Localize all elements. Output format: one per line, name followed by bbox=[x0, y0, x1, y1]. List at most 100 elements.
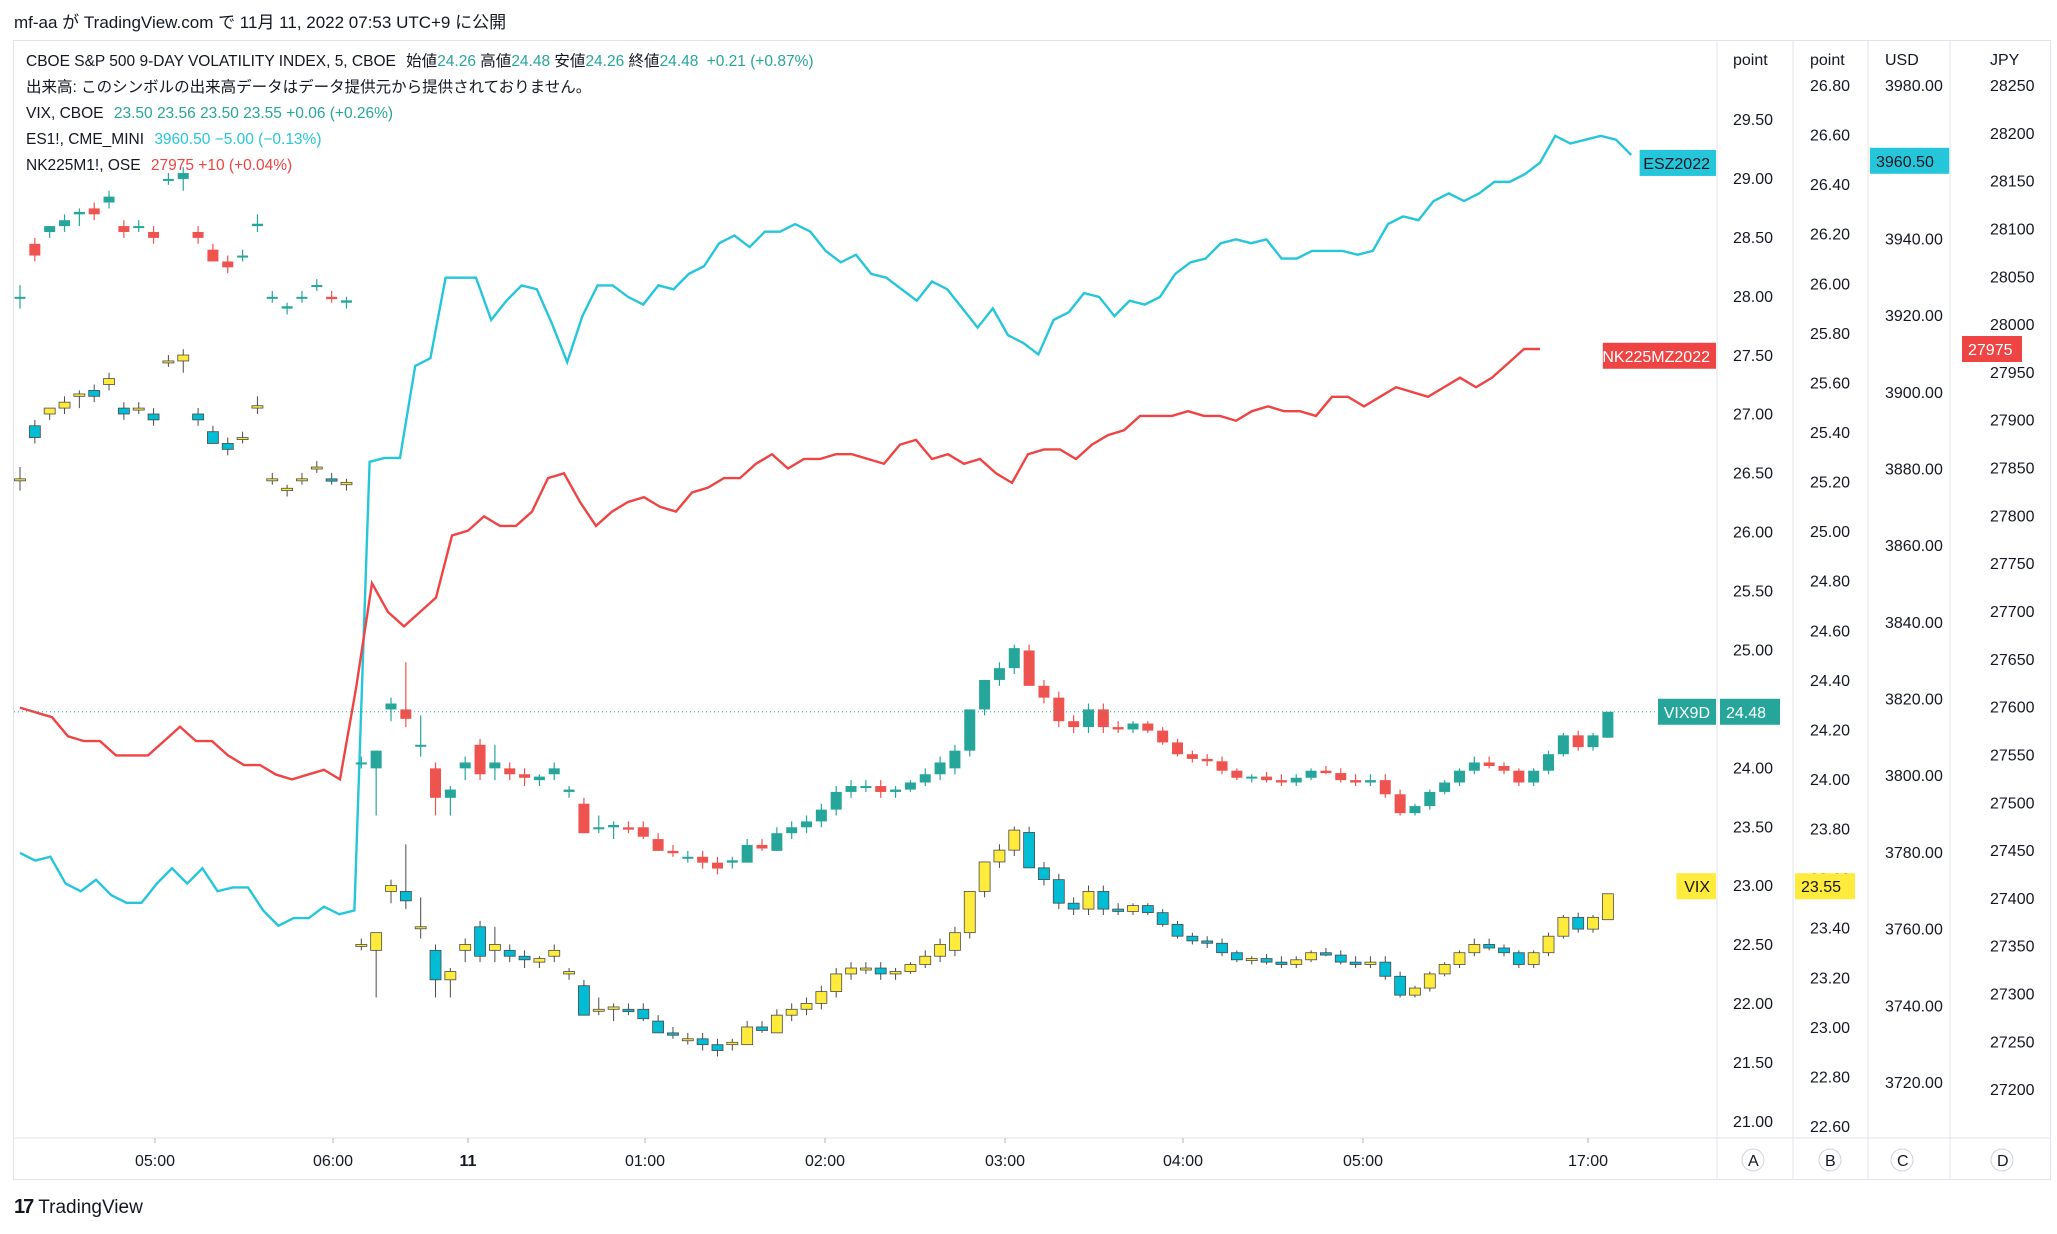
axis-A-scale-button[interactable] bbox=[1741, 1148, 1765, 1172]
axis-D-tick-label: 27400 bbox=[1990, 891, 2035, 908]
axis-A-tick-label: 29.00 bbox=[1733, 171, 1773, 188]
vix-candle-body bbox=[1023, 832, 1036, 869]
vix-candle-body bbox=[1453, 952, 1466, 965]
axis-B-tick-label: 25.80 bbox=[1810, 326, 1850, 343]
vix9d-candle-body bbox=[964, 709, 976, 751]
vix-candle-body bbox=[58, 401, 71, 409]
footer-brand[interactable]: 17 TradingView bbox=[14, 1196, 143, 1219]
vix9d-candle-body bbox=[1498, 765, 1510, 771]
vix-candle-body bbox=[1216, 942, 1228, 954]
vix-candle-body bbox=[1186, 935, 1199, 942]
vix9d-candle-body bbox=[118, 226, 130, 232]
legend-nk[interactable]: NK225M1!, OSE 27975 +10 (+0.04%) bbox=[26, 156, 292, 176]
vix-candle-body bbox=[1127, 905, 1139, 912]
axis-B-tick-label: 26.00 bbox=[1810, 276, 1850, 293]
vix-candle-body bbox=[1260, 958, 1273, 963]
legend-es[interactable]: ES1!, CME_MINI 3960.50 −5.00 (−0.13%) bbox=[26, 130, 322, 150]
vix-candle-body bbox=[563, 971, 575, 975]
vix-candle-body bbox=[518, 955, 531, 961]
vix-candle-body bbox=[681, 1038, 694, 1042]
vix-candle-body bbox=[859, 967, 872, 971]
vix9d-candle-body bbox=[1038, 685, 1050, 698]
vix9d-candle-body bbox=[133, 226, 145, 229]
legend-vix-title: VIX, CBOE bbox=[26, 105, 104, 122]
vix9d-candle-body bbox=[385, 703, 397, 710]
vix-candle-body bbox=[1052, 879, 1065, 904]
vix9d-candle-body bbox=[177, 173, 189, 179]
vix9d-candle-body bbox=[370, 750, 382, 769]
axis-D-tick-label: 27600 bbox=[1990, 700, 2035, 717]
axis-D-tick-label: 27650 bbox=[1990, 652, 2035, 669]
axis-B-tick-label: 26.80 bbox=[1810, 78, 1850, 95]
vix9d-candle-body bbox=[741, 844, 753, 863]
vix-candle-body bbox=[830, 973, 843, 993]
vix9d-candle-body bbox=[533, 776, 545, 781]
vix9d-candle-body bbox=[237, 255, 249, 258]
price-axes: point 29.50 29.00 28.50 28.00 27.50 27.00 26.50… bbox=[1733, 52, 2035, 1172]
axis-A-tick-label: 27.00 bbox=[1733, 407, 1773, 424]
tag-vix9d: VIX9D 24.48 bbox=[1658, 698, 1780, 725]
vix9d-candle-body bbox=[726, 860, 738, 863]
vix9d-candle-body bbox=[400, 709, 412, 719]
vix9d-candle-body bbox=[667, 850, 679, 854]
legend-nk-title: NK225M1!, OSE bbox=[26, 157, 141, 174]
legend-es-title: ES1!, CME_MINI bbox=[26, 131, 144, 148]
axis-B-tick-label: 23.80 bbox=[1810, 822, 1850, 839]
vix-candle-body bbox=[147, 413, 160, 421]
legend-vix[interactable]: VIX, CBOE 23.50 23.56 23.50 23.55 +0.06 … bbox=[26, 104, 393, 124]
tag-es-value-value-box bbox=[1870, 147, 1950, 174]
vix9d-candle-body bbox=[1082, 709, 1094, 728]
vix9d-candle-body bbox=[1424, 791, 1436, 807]
vix-candle-body bbox=[993, 849, 1006, 863]
vix-candle-body bbox=[103, 378, 115, 385]
vix-candle-body bbox=[177, 354, 190, 362]
axis-D-scale-button[interactable] bbox=[1990, 1148, 2014, 1172]
legend-main[interactable]: CBOE S&P 500 9-DAY VOLATILITY INDEX, 5, … bbox=[26, 52, 814, 72]
vix-candle-body bbox=[1201, 940, 1214, 944]
axis-B-tick-label: 26.60 bbox=[1810, 128, 1850, 145]
axis-D-tick-label: 27850 bbox=[1990, 461, 2035, 478]
vix9d-candle-body bbox=[1097, 709, 1109, 728]
axis-D-tick-label: 27300 bbox=[1990, 987, 2035, 1004]
vix-candle-body bbox=[162, 360, 175, 364]
vix9d-candle-body bbox=[519, 774, 531, 778]
vix9d-candle-body bbox=[637, 827, 649, 837]
axis-C-tick-label: 3880.00 bbox=[1885, 461, 1943, 478]
vix9d-candle-body bbox=[1023, 650, 1035, 686]
vix9d-candle-body bbox=[29, 243, 41, 256]
tag-vix9d-name: VIX9D bbox=[1664, 705, 1710, 722]
axis-B-footer-label: B bbox=[1825, 1153, 1836, 1170]
axis-B-tick-label: 23.00 bbox=[1810, 1020, 1850, 1037]
vix9d-candle-body bbox=[786, 827, 798, 834]
axis-C-scale-button[interactable] bbox=[1890, 1148, 1914, 1172]
legend-main-low: 24.26 bbox=[585, 53, 625, 70]
vix9d-candle-body bbox=[1112, 727, 1124, 730]
vix-candle-body bbox=[652, 1020, 665, 1034]
vix-candle-body bbox=[1067, 902, 1080, 910]
legend-vix-values: 23.50 23.56 23.50 23.55 +0.06 (+0.26%) bbox=[113, 105, 394, 122]
vix9d-candle-body bbox=[1350, 780, 1362, 783]
tag-vix-value-box bbox=[1795, 873, 1855, 900]
vix-candle-body bbox=[1156, 912, 1169, 925]
axis-C-tick-label: 3740.00 bbox=[1885, 998, 1943, 1015]
vix9d-candle-body bbox=[622, 827, 634, 830]
legend-main-change: +0.21 (+0.87%) bbox=[706, 53, 814, 70]
vix-candle-body bbox=[310, 466, 323, 470]
axis-D-tick-label: 27350 bbox=[1990, 939, 2035, 956]
axis-B-tick-label: 26.20 bbox=[1810, 227, 1850, 244]
vix-candle-body bbox=[800, 1003, 813, 1010]
vix-candle-body bbox=[266, 478, 279, 482]
axis-D-tick-label: 28150 bbox=[1990, 174, 2035, 191]
vix9d-candle-body bbox=[904, 782, 916, 790]
vix-candle-body bbox=[904, 964, 917, 972]
axis-A-tick-label: 29.50 bbox=[1733, 112, 1773, 129]
axis-D-tick-label: 28200 bbox=[1990, 126, 2035, 143]
vix-candle-body bbox=[1320, 952, 1332, 956]
axis-B-scale-button[interactable] bbox=[1818, 1148, 1842, 1172]
vix9d-candle-body bbox=[207, 249, 219, 262]
vix-candle-body bbox=[1468, 944, 1481, 954]
axis-C-tick-label: 3780.00 bbox=[1885, 845, 1943, 862]
vix-candle-body bbox=[1245, 958, 1258, 962]
vix-candle-body bbox=[459, 944, 472, 951]
